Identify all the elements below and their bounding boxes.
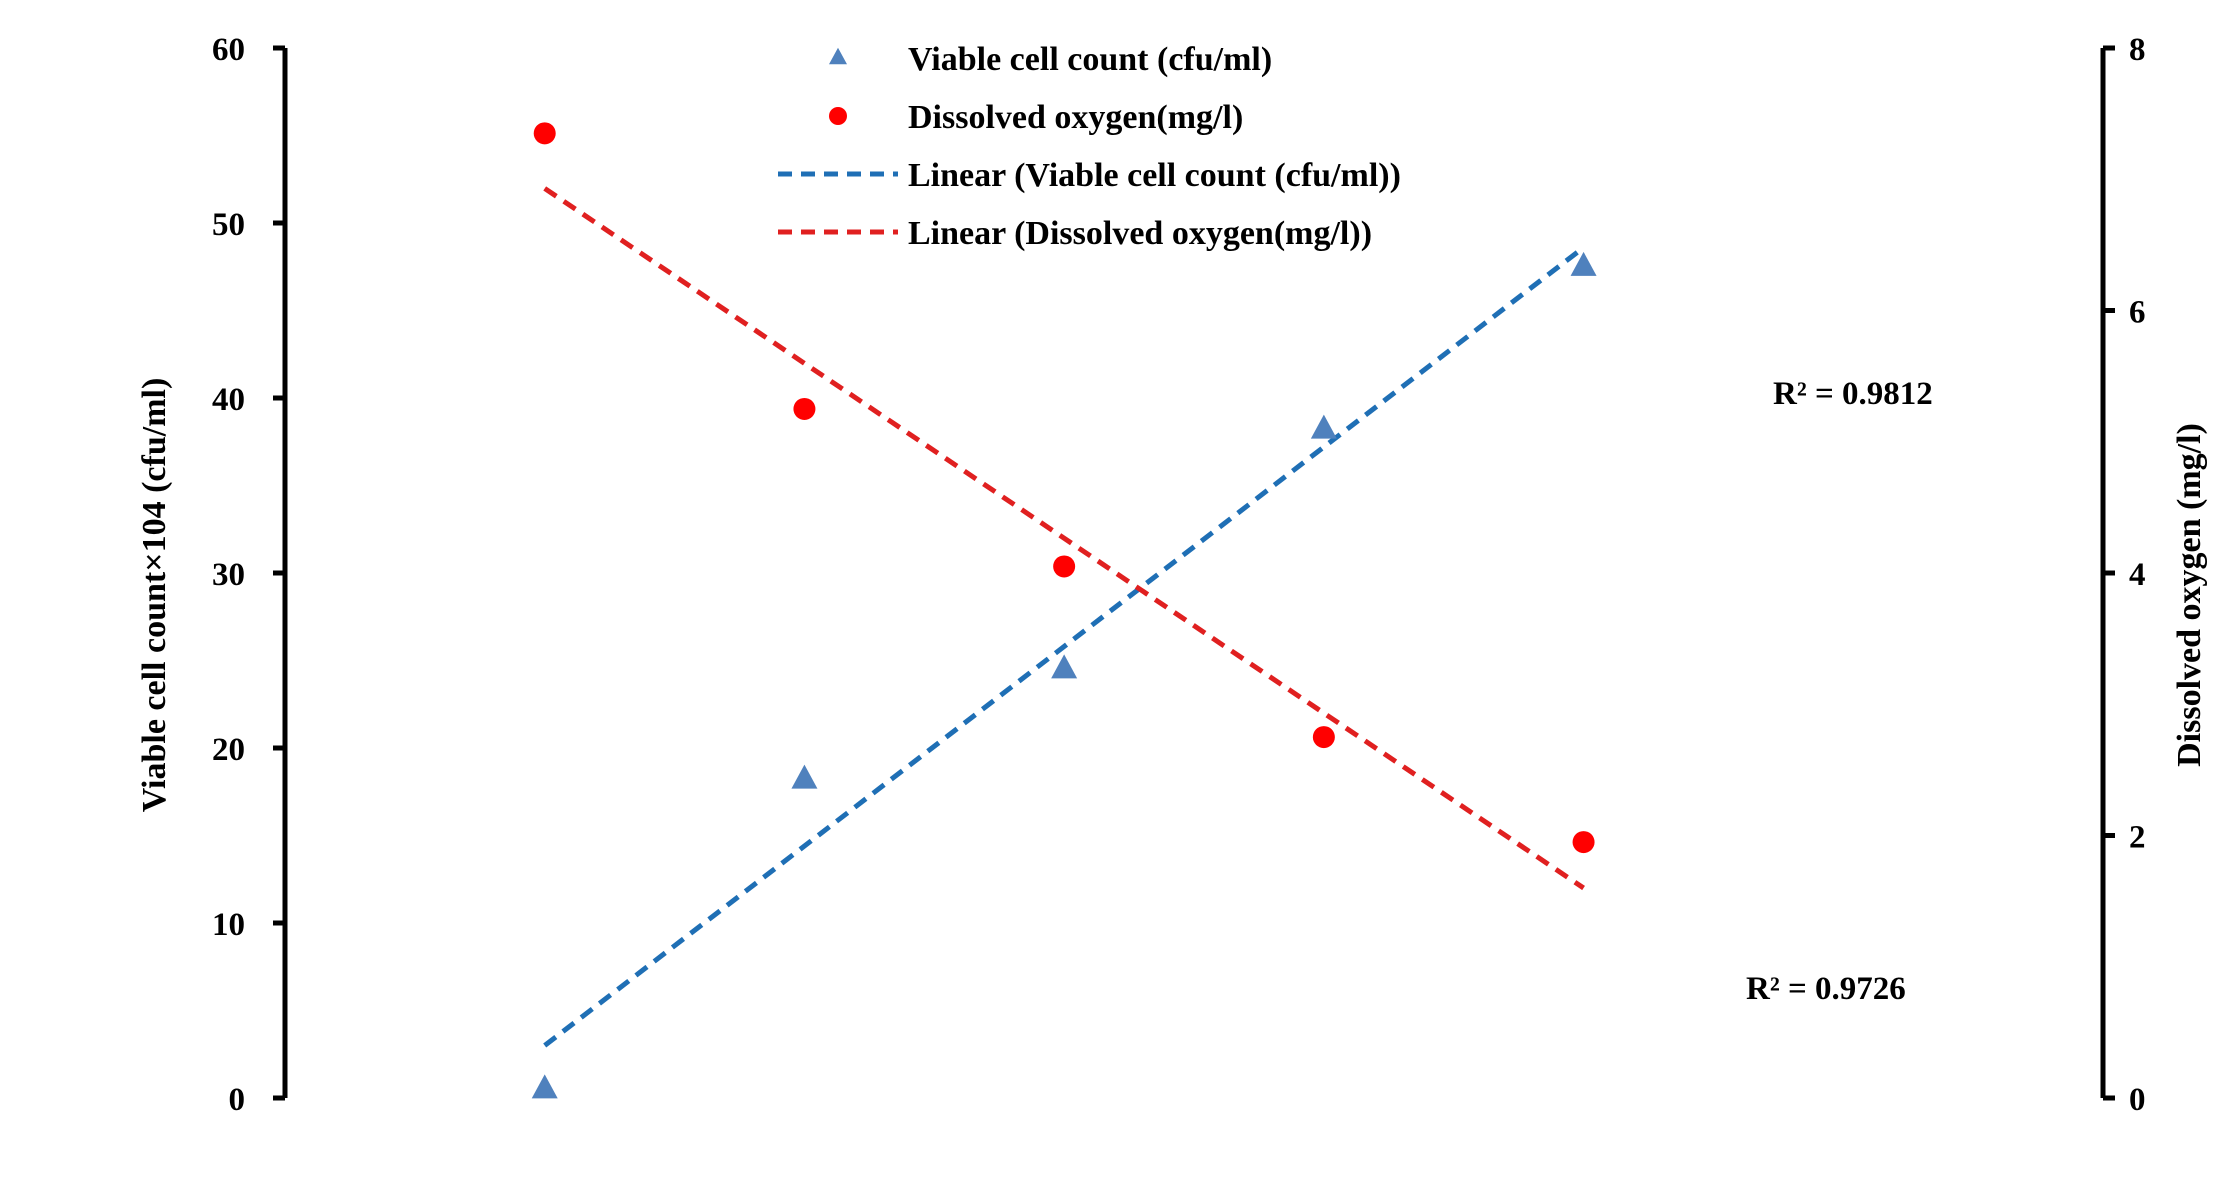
right-y-axis-title: Dissolved oxygen (mg/l) bbox=[2171, 423, 2208, 767]
legend: Viable cell count (cfu/ml) Dissolved oxyg… bbox=[778, 41, 1401, 252]
right-y-tick-label: 6 bbox=[2129, 295, 2146, 331]
point-viable-cell-count bbox=[531, 1074, 558, 1099]
legend-label: Viable cell count (cfu/ml) bbox=[908, 41, 1272, 78]
legend-label: Linear (Viable cell count (cfu/ml)) bbox=[908, 157, 1401, 194]
r2-label-viable-cells: R² = 0.9812 bbox=[1773, 376, 1933, 412]
legend-marker-triangle bbox=[829, 47, 847, 65]
right-y-tick-label: 8 bbox=[2129, 32, 2146, 68]
left-y-tick-label: 30 bbox=[212, 557, 245, 593]
right-y-tick-label: 0 bbox=[2129, 1082, 2146, 1118]
left-y-tick-label: 10 bbox=[212, 907, 245, 943]
trendline-0 bbox=[543, 245, 1586, 1048]
legend-label: Dissolved oxygen(mg/l) bbox=[908, 99, 1243, 136]
left-y-tick-label: 0 bbox=[229, 1082, 246, 1118]
point-dissolved-oxygen bbox=[533, 122, 556, 145]
point-dissolved-oxygen bbox=[1053, 555, 1076, 578]
point-viable-cell-count bbox=[1310, 414, 1337, 439]
point-viable-cell-count bbox=[1051, 654, 1078, 679]
point-viable-cell-count bbox=[791, 764, 818, 789]
left-y-tick-label: 50 bbox=[212, 207, 245, 243]
left-y-tick-label: 60 bbox=[212, 32, 245, 68]
right-y-axis: 0 2 4 6 8 bbox=[2100, 32, 2146, 1118]
trendlines bbox=[543, 186, 1586, 1048]
point-viable-cell-count bbox=[1570, 251, 1597, 276]
point-dissolved-oxygen bbox=[793, 397, 816, 420]
point-dissolved-oxygen bbox=[1572, 831, 1595, 854]
left-y-tick-label: 40 bbox=[212, 382, 245, 418]
point-dissolved-oxygen bbox=[1312, 726, 1335, 749]
legend-label: Linear (Dissolved oxygen(mg/l)) bbox=[908, 215, 1372, 252]
trendline-1 bbox=[543, 186, 1585, 891]
left-y-tick-label: 20 bbox=[212, 732, 245, 768]
right-y-tick-label: 4 bbox=[2129, 557, 2146, 593]
r2-label-dissolved-oxygen: R² = 0.9726 bbox=[1746, 971, 1906, 1007]
left-y-axis: 0 10 20 30 40 50 60 bbox=[212, 32, 288, 1118]
left-y-axis-title: Viable cell count×104 (cfu/ml) bbox=[136, 378, 173, 813]
data-points bbox=[531, 122, 1597, 1099]
right-y-tick-label: 2 bbox=[2129, 820, 2146, 856]
legend-marker-circle bbox=[829, 107, 847, 125]
